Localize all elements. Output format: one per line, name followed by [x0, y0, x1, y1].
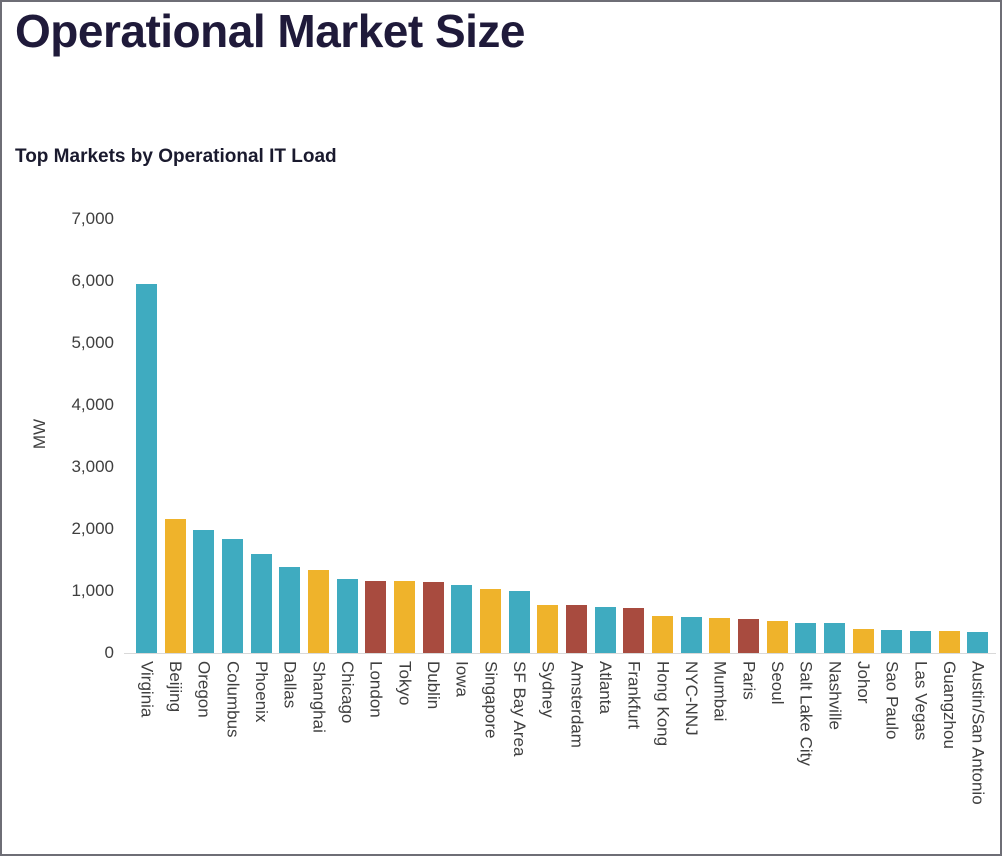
x-label-seoul: Seoul: [768, 661, 787, 705]
x-label-columbus: Columbus: [223, 661, 243, 738]
x-label-singapore: Singapore: [481, 661, 501, 739]
y-tick-label: 4,000: [71, 395, 114, 414]
bar-nashville: [823, 622, 845, 653]
bar-guangzhou: [938, 631, 960, 653]
x-label-nashville: Nashville: [825, 661, 845, 730]
bar-austin-san-antonio: [967, 631, 989, 653]
y-tick-label: 2,000: [71, 519, 114, 538]
bar-hong-kong: [651, 616, 673, 653]
bar-dallas: [279, 566, 301, 653]
x-label-sao-paulo: Sao Paulo: [882, 661, 902, 740]
y-axis-title: MW: [30, 418, 49, 450]
bar-sao-paulo: [881, 630, 903, 653]
bar-salt-lake-city: [795, 622, 817, 653]
page-title: Operational Market Size: [15, 5, 526, 57]
x-label-chicago: Chicago: [338, 661, 357, 724]
x-label-frankfurt: Frankfurt: [624, 661, 644, 730]
bar-tokyo: [393, 581, 415, 653]
x-label-salt-lake-city: Salt Lake City: [796, 661, 816, 766]
bar-mumbai: [709, 618, 731, 653]
bar-paris: [737, 618, 759, 653]
bar-shanghai: [307, 570, 329, 653]
bar-johor: [852, 628, 874, 653]
x-label-johor: Johor: [854, 661, 873, 704]
y-tick-label: 1,000: [71, 581, 114, 600]
bar-beijing: [164, 519, 186, 653]
bar-dublin: [422, 582, 444, 653]
y-tick-label: 7,000: [71, 209, 114, 228]
chart-title: Top Markets by Operational IT Load: [15, 146, 337, 167]
bar-seoul: [766, 621, 788, 653]
bar-las-vegas: [909, 631, 931, 653]
x-label-iowa: Iowa: [452, 661, 472, 697]
y-tick-label: 0: [104, 643, 114, 662]
x-label-virginia: Virginia: [137, 661, 157, 718]
bar-sydney: [537, 604, 559, 653]
x-label-beijing: Beijing: [166, 661, 185, 713]
x-label-austin-san-antonio: Austin/San Antonio: [968, 661, 988, 805]
bar-nyc-nnj: [680, 617, 702, 653]
x-label-dublin: Dublin: [424, 661, 443, 710]
x-label-tokyo: Tokyo: [395, 661, 415, 706]
x-label-hong-kong: Hong Kong: [653, 661, 673, 747]
bar-sf-bay-area: [508, 591, 530, 653]
y-tick-label: 3,000: [71, 457, 114, 476]
bar-singapore: [479, 588, 501, 653]
x-axis-line: [124, 653, 996, 654]
x-label-phoenix: Phoenix: [252, 661, 271, 723]
x-label-mumbai: Mumbai: [710, 661, 730, 722]
x-label-las-vegas: Las Vegas: [911, 661, 931, 741]
x-label-atlanta: Atlanta: [596, 661, 615, 714]
x-label-sydney: Sydney: [538, 661, 558, 718]
x-label-amsterdam: Amsterdam: [567, 661, 587, 748]
bar-phoenix: [250, 553, 272, 653]
x-label-guangzhou: Guangzhou: [940, 661, 959, 749]
x-label-shanghai: Shanghai: [309, 661, 329, 733]
x-label-oregon: Oregon: [194, 661, 214, 718]
bar-oregon: [193, 530, 215, 653]
x-label-paris: Paris: [739, 661, 759, 700]
x-label-london: London: [366, 661, 386, 718]
x-label-sf-bay-area: SF Bay Area: [510, 661, 529, 757]
x-label-nyc-nnj: NYC-NNJ: [682, 661, 701, 736]
bar-virginia: [135, 284, 157, 653]
bar-atlanta: [594, 606, 616, 653]
bar-iowa: [451, 585, 473, 653]
bar-chicago: [336, 579, 358, 653]
x-label-dallas: Dallas: [280, 661, 300, 709]
y-tick-label: 6,000: [71, 271, 114, 290]
bar-london: [365, 580, 387, 653]
bar-amsterdam: [565, 604, 587, 653]
bar-columbus: [221, 538, 243, 653]
bar-frankfurt: [623, 608, 645, 653]
y-tick-label: 5,000: [71, 333, 114, 352]
